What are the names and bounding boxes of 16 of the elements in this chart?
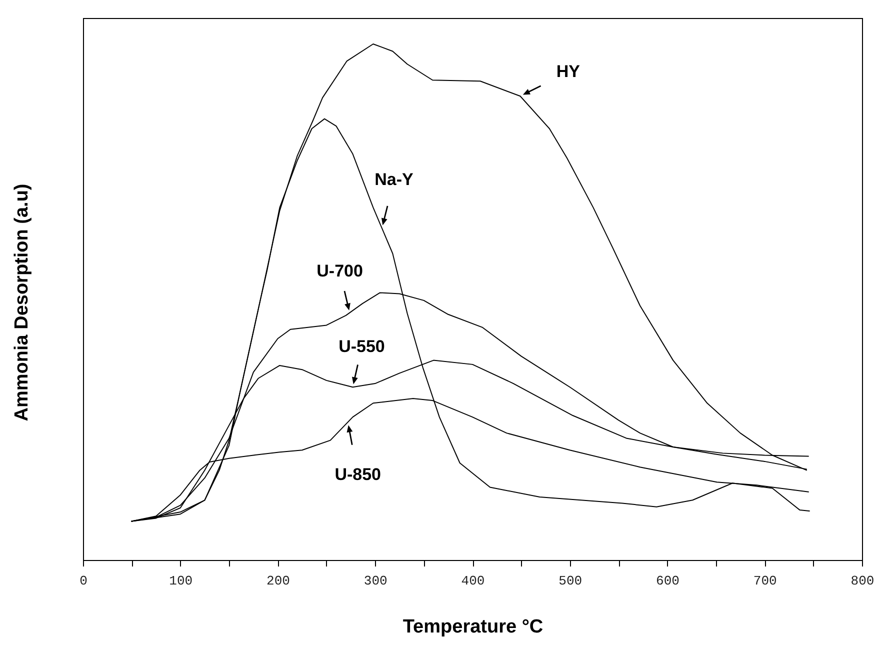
x-tick-label: 600 bbox=[656, 574, 680, 588]
x-tick-label: 700 bbox=[753, 574, 777, 588]
x-axis-title: Temperature °C bbox=[402, 616, 544, 638]
x-tick-label: 0 bbox=[80, 574, 88, 588]
x-tick-label: 400 bbox=[461, 574, 485, 588]
x-tick-label: 100 bbox=[169, 574, 193, 588]
x-tick-label: 500 bbox=[558, 574, 582, 588]
annotation: Na-Y bbox=[374, 170, 414, 190]
x-tick-label: 300 bbox=[364, 574, 388, 588]
x-tick-label: 200 bbox=[266, 574, 290, 588]
annotation: U-550 bbox=[338, 337, 385, 356]
x-tick-label: 800 bbox=[850, 574, 874, 588]
annotation: HY bbox=[556, 62, 581, 82]
y-axis-title: Ammonia Desorption (a.u) bbox=[12, 184, 32, 422]
annotation: U-700 bbox=[316, 261, 363, 280]
annotation: U-850 bbox=[334, 465, 382, 484]
